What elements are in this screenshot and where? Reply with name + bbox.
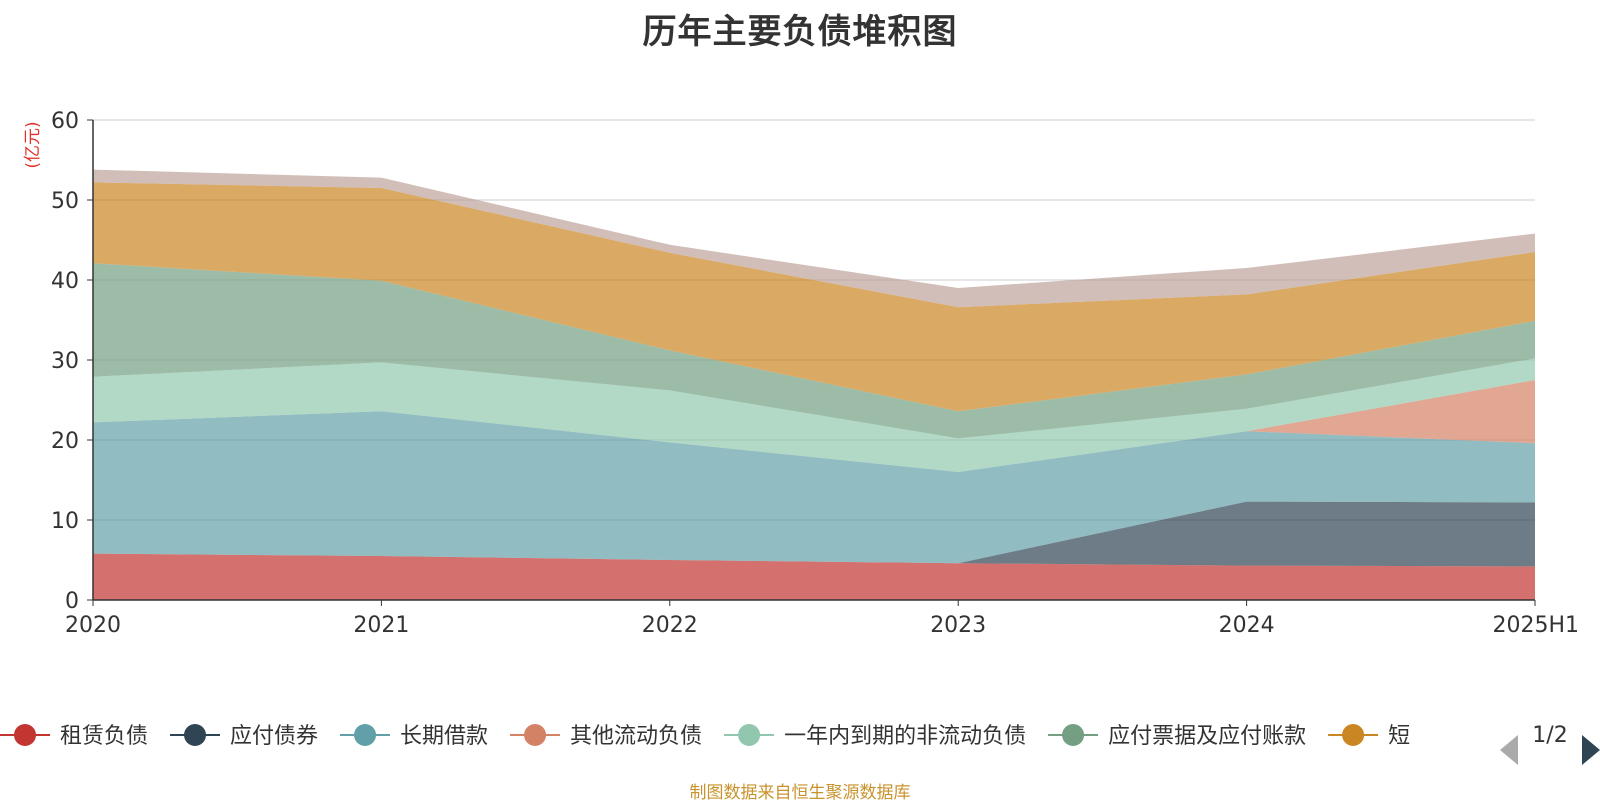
legend: 租赁负债 应付债券 长期借款 其他流动负债 一年内到期的非流动负债 应付票据及应付账款 短: [0, 724, 1410, 749]
x-tick-label: 2023: [930, 613, 986, 638]
legend-marker: [14, 724, 36, 746]
y-tick-label: 40: [51, 269, 79, 294]
legend-item-5[interactable]: 应付票据及应付账款: [1048, 724, 1306, 749]
area-series-5: [93, 263, 1535, 439]
area-series-4: [93, 358, 1535, 472]
area-series-1: [93, 501, 1535, 567]
legend-marker: [524, 724, 547, 746]
legend-page-indicator: 1/2: [1532, 723, 1567, 748]
x-tick-label: 2020: [65, 613, 121, 638]
legend-marker: [1062, 724, 1085, 746]
legend-label: 其他流动负债: [570, 724, 702, 749]
legend-marker: [738, 724, 761, 746]
area-series-2: [93, 411, 1535, 564]
area-series-group: [93, 169, 1535, 600]
legend-item-2[interactable]: 长期借款: [340, 724, 488, 749]
legend-label: 应付票据及应付账款: [1108, 724, 1306, 749]
legend-label: 一年内到期的非流动负债: [784, 724, 1026, 749]
x-tick-label: 2024: [1219, 613, 1275, 638]
x-tick-label: 2021: [353, 613, 409, 638]
y-tick-label: 50: [51, 189, 79, 214]
chart-title: 历年主要负债堆积图: [642, 12, 958, 52]
y-axis-label: (亿元): [23, 121, 43, 168]
data-source-footer: 制图数据来自恒生聚源数据库: [689, 783, 911, 803]
legend-item-3[interactable]: 其他流动负债: [510, 724, 702, 749]
legend-item-0[interactable]: 租赁负债: [0, 724, 148, 749]
legend-prev-page-icon[interactable]: [1500, 735, 1518, 765]
legend-label: 短: [1388, 724, 1410, 749]
legend-label: 应付债券: [230, 724, 318, 749]
legend-item-1[interactable]: 应付债券: [170, 724, 318, 749]
area-series-7: [93, 169, 1535, 308]
legend-label: 租赁负债: [60, 724, 148, 749]
y-tick-label: 60: [51, 109, 79, 134]
legend-marker: [184, 724, 207, 746]
legend-next-page-icon[interactable]: [1582, 735, 1600, 765]
x-tick-label: 2025H1: [1492, 613, 1579, 638]
legend-item-6[interactable]: 短: [1328, 724, 1410, 749]
legend-marker: [1342, 724, 1365, 746]
area-series-0: [93, 553, 1535, 600]
legend-marker: [354, 724, 377, 746]
x-tick-label: 2022: [642, 613, 698, 638]
legend-label: 长期借款: [400, 724, 488, 749]
y-tick-label: 20: [51, 429, 79, 454]
y-tick-label: 10: [51, 509, 79, 534]
legend-item-4[interactable]: 一年内到期的非流动负债: [724, 724, 1026, 749]
axes: 0 10 20 30 40 50 60 2020 2021 2022 2023 2024 2025H1: [51, 109, 1579, 638]
y-tick-label: 30: [51, 349, 79, 374]
y-tick-label: 0: [65, 589, 79, 614]
area-series-6: [93, 182, 1535, 412]
